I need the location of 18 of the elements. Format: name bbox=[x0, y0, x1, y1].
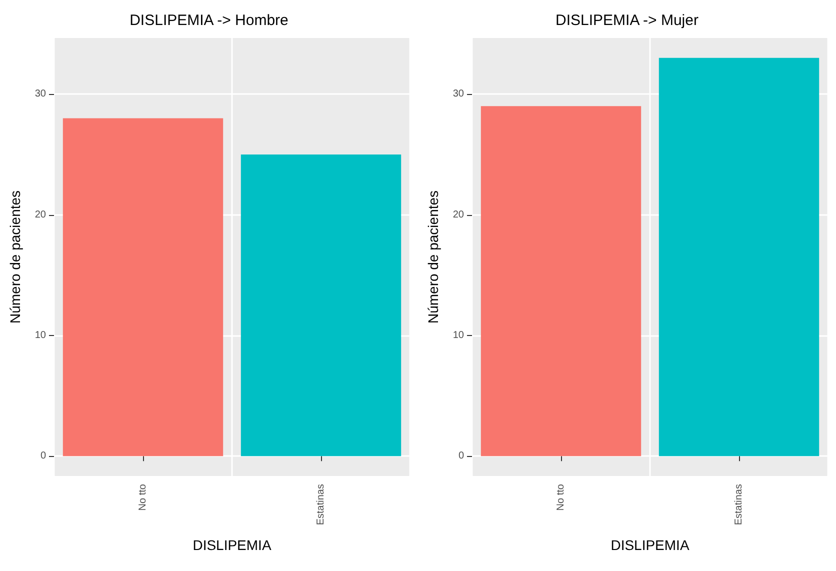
x-tick-label: No tto bbox=[556, 484, 566, 511]
chart-title: DISLIPEMIA -> Mujer bbox=[556, 12, 698, 29]
y-tick-label: 20 bbox=[452, 209, 464, 220]
y-tick-label: 0 bbox=[40, 450, 46, 462]
y-axis-title: Número de pacientes bbox=[7, 190, 23, 324]
y-axis-title: Número de pacientes bbox=[425, 190, 441, 324]
x-tick-label: Estatinas bbox=[734, 484, 744, 526]
x-tick-label: No tto bbox=[138, 484, 148, 511]
y-tick-label: 10 bbox=[452, 330, 464, 341]
y-tick-label: 10 bbox=[34, 330, 46, 341]
chart-title: DISLIPEMIA -> Hombre bbox=[130, 12, 288, 29]
x-axis-title: DISLIPEMIA bbox=[192, 537, 272, 553]
x-tick-label: Estatinas bbox=[316, 484, 326, 526]
y-tick-label: 30 bbox=[452, 88, 464, 100]
y-tick-label: 0 bbox=[458, 450, 464, 462]
y-tick-label: 20 bbox=[34, 209, 46, 220]
x-axis-title: DISLIPEMIA bbox=[610, 537, 690, 553]
y-tick-label: 30 bbox=[34, 88, 46, 100]
